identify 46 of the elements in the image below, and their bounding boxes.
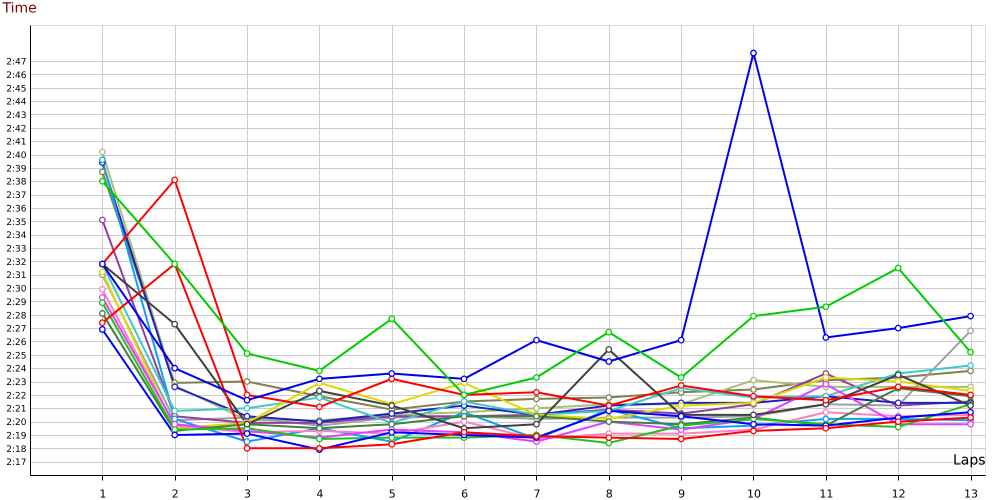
y-tick-label: 2:45 xyxy=(6,84,26,94)
y-tick-label: 2:26 xyxy=(6,338,27,348)
y-tick-label: 2:36 xyxy=(6,204,27,214)
y-tick-label: 2:42 xyxy=(6,124,26,134)
y-tick-label: 2:27 xyxy=(6,324,26,335)
y-tick-label: 2:46 xyxy=(6,70,27,81)
x-tick-label: 13 xyxy=(964,488,978,500)
y-tick-label: 2:31 xyxy=(6,271,26,282)
y-tick-label: 2:18 xyxy=(6,444,27,455)
x-tick-label: 10 xyxy=(746,488,761,500)
x-tick-label: 12 xyxy=(892,488,906,500)
x-tick-label: 1 xyxy=(99,488,106,500)
x-tick-label: 2 xyxy=(172,488,179,500)
y-tick-label: 2:22 xyxy=(6,391,26,402)
y-tick-label: 2:20 xyxy=(6,418,27,428)
y-tick-label: 2:35 xyxy=(6,218,26,228)
y-tick-label: 2:44 xyxy=(6,98,27,108)
y-tick-label: 2:39 xyxy=(6,164,27,174)
x-tick-label: 7 xyxy=(533,488,540,500)
y-tick-label: 2:32 xyxy=(6,258,26,268)
y-tick-label: 2:25 xyxy=(6,351,26,362)
x-axis-title: Laps xyxy=(952,452,986,468)
x-tick-label: 8 xyxy=(606,488,613,500)
y-tick-label: 2:23 xyxy=(6,378,26,388)
y-tick-label: 2:17 xyxy=(6,458,26,468)
y-tick-label: 2:30 xyxy=(6,284,27,295)
y-tick-label: 2:29 xyxy=(6,298,27,308)
y-tick-label: 2:37 xyxy=(6,191,26,202)
y-tick-label: 2:34 xyxy=(6,231,27,242)
y-tick-label: 2:43 xyxy=(6,110,26,121)
x-tick-label: 9 xyxy=(678,488,686,500)
y-tick-label: 2:19 xyxy=(6,431,27,442)
y-tick-label: 2:41 xyxy=(6,138,26,148)
x-tick-label: 3 xyxy=(244,488,252,500)
y-tick-label: 2:47 xyxy=(6,58,26,68)
y-tick-label: 2:24 xyxy=(6,364,27,375)
x-tick-label: 4 xyxy=(316,488,324,500)
y-tick-label: 2:28 xyxy=(6,311,27,322)
x-tick-label: 6 xyxy=(461,488,468,500)
y-tick-label: 2:21 xyxy=(6,404,26,415)
y-axis-title: Time xyxy=(2,0,37,16)
x-tick-label: 5 xyxy=(388,488,396,500)
y-tick-label: 2:38 xyxy=(6,178,27,188)
y-tick-label: 2:33 xyxy=(6,244,26,254)
y-tick-label: 2:40 xyxy=(6,151,27,162)
x-tick-label: 11 xyxy=(819,488,834,500)
